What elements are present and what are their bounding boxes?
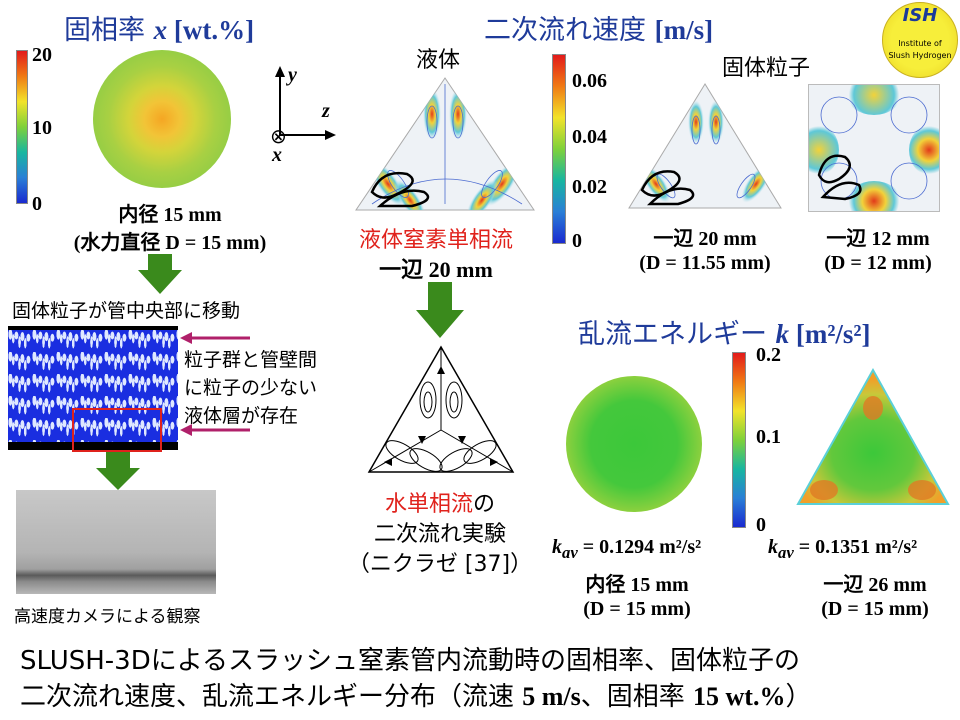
annotation-arrow <box>180 332 250 344</box>
pipe-particle-visualization <box>8 326 178 450</box>
colorbar-tick: 0.2 <box>756 344 781 366</box>
figure-caption-line-1: SLUSH-3Dによるスラッシュ窒素管内流動時の固相率、固体粒子の <box>20 646 800 676</box>
liquid-caption-red: 液体窒素単相流 <box>358 228 513 253</box>
colorbar-tick: 0 <box>32 193 42 215</box>
axis-x-symbol: ⊗ <box>270 124 287 148</box>
solid-particle-label: 固体粒子 <box>722 56 811 81</box>
camera-label: 高速度カメラによる観察 <box>14 607 201 627</box>
liquid-label: 液体 <box>416 48 461 73</box>
circle-label: (D = 15 mm) <box>583 598 691 620</box>
colorbar-tick: 0 <box>572 230 582 252</box>
circle-kav-value: kav = 0.1294 m²/s² <box>552 536 702 562</box>
secondary-flow-colorbar <box>552 54 566 244</box>
highlight-box <box>72 408 162 452</box>
colorbar-tick: 0 <box>756 514 766 536</box>
annotation-arrow <box>180 424 250 436</box>
experiment-citation: （ニクラゼ [37]） <box>347 552 533 577</box>
triangle-caption: (D = 11.55 mm) <box>639 252 771 274</box>
axis-z-label: z <box>322 100 330 122</box>
liquid-caption: 一辺 20 mm <box>379 257 493 282</box>
liquid-secondary-flow-triangle <box>355 77 535 211</box>
pipe-label: (水力直径 D = 15 mm) <box>73 232 267 254</box>
triangle-label: (D = 15 mm) <box>821 598 929 620</box>
down-arrow <box>138 254 182 294</box>
coordinate-axes <box>275 66 336 140</box>
square-caption: 一辺 12 mm <box>826 228 930 250</box>
particle-migration-label: 固体粒子が管中央部に移動 <box>12 300 241 322</box>
logo-name: ISH <box>902 5 938 26</box>
down-arrow <box>96 452 140 490</box>
colorbar-tick: 0.02 <box>572 176 607 198</box>
turbulence-colorbar <box>732 352 746 528</box>
axis-y-label: y <box>288 64 297 86</box>
figure-caption-line-2: 二次流れ速度、乱流エネルギー分布（流速 5 m/s、固相率 15 wt.%） <box>20 682 812 712</box>
circle-label: 内径 15 mm <box>585 574 689 596</box>
turbulence-title: 乱流エネルギー k [m²/s²] <box>578 319 871 350</box>
colorbar-tick: 10 <box>32 117 52 139</box>
particle-secondary-flow-square <box>808 84 940 212</box>
colorbar-tick: 0.04 <box>572 126 607 148</box>
triangle-kav-value: kav = 0.1351 m²/s² <box>768 536 918 562</box>
particle-secondary-flow-triangle <box>628 83 782 209</box>
turbulence-triangle <box>796 367 950 505</box>
ish-logo: ISH Institute of Slush Hydrogen <box>882 2 958 78</box>
square-caption: (D = 12 mm) <box>824 252 932 274</box>
colorbar-tick: 0.06 <box>572 70 607 92</box>
solid-fraction-circle <box>93 50 231 188</box>
axis-x-label: x <box>272 144 282 166</box>
solid-fraction-colorbar <box>16 50 28 204</box>
experiment-caption: 水単相流の <box>384 492 496 517</box>
logo-text: Institute of <box>898 39 942 48</box>
colorbar-tick: 20 <box>32 44 52 66</box>
secondary-flow-title: 二次流れ速度 [m/s] <box>484 15 714 46</box>
pipe-label: 内径 15 mm <box>118 204 222 226</box>
triangle-caption: 一辺 20 mm <box>653 228 757 250</box>
turbulence-circle <box>566 376 702 512</box>
colorbar-tick: 0.1 <box>756 426 781 448</box>
solid-fraction-title: 固相率 x [wt.%] <box>64 15 255 46</box>
experiment-caption: 二次流れ実験 <box>373 522 506 547</box>
experiment-secondary-flow-triangle <box>367 345 515 473</box>
triangle-label: 一辺 26 mm <box>823 574 927 596</box>
logo-text: Slush Hydrogen <box>888 51 952 60</box>
down-arrow <box>416 282 464 338</box>
liquid-layer-annotation: 粒子群と管壁間 に粒子の少ない 液体層が存在 <box>184 349 318 427</box>
high-speed-camera-image <box>16 490 216 594</box>
